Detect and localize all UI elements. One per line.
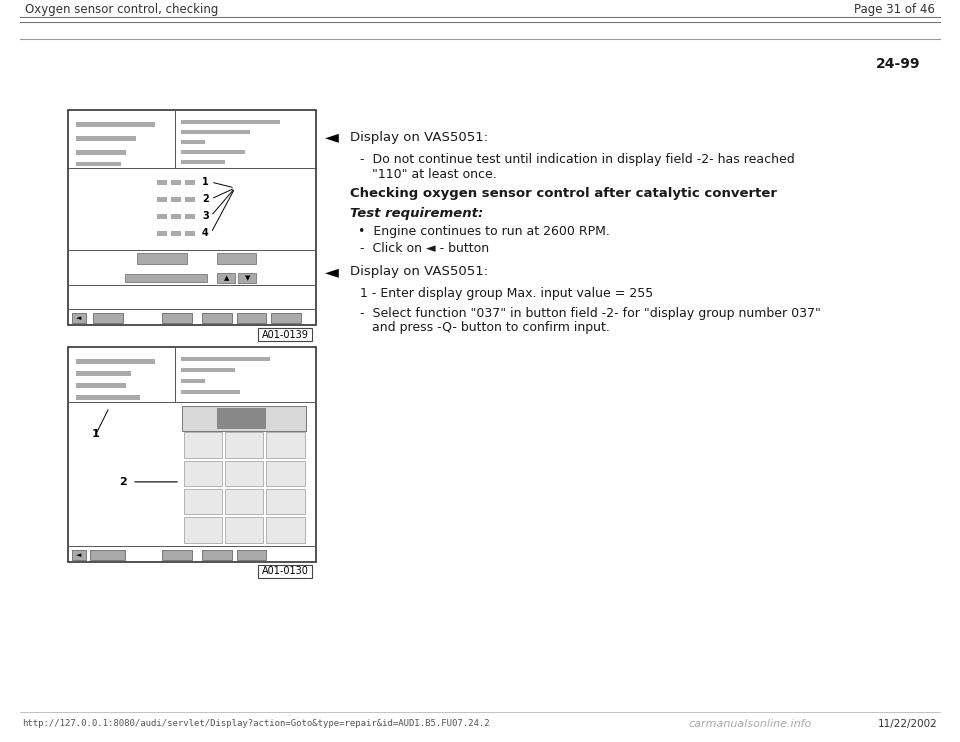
Bar	[266, 517, 304, 542]
Bar	[76, 395, 140, 400]
Text: 11/22/2002: 11/22/2002	[878, 719, 938, 729]
Bar	[76, 371, 131, 376]
Bar	[76, 122, 156, 127]
Bar	[183, 433, 222, 458]
Bar	[68, 110, 316, 325]
Bar	[266, 461, 304, 486]
Bar	[217, 273, 235, 283]
Bar	[180, 150, 245, 154]
Text: 1 - Enter display group Max. input value = 255: 1 - Enter display group Max. input value…	[360, 287, 653, 301]
Bar	[171, 197, 180, 202]
Bar	[185, 214, 195, 219]
Bar	[180, 130, 250, 134]
Bar	[162, 313, 192, 323]
Bar	[225, 489, 263, 514]
Bar	[185, 231, 195, 236]
Bar	[258, 565, 312, 578]
Text: "110" at least once.: "110" at least once.	[372, 168, 496, 180]
Bar	[76, 136, 135, 141]
Bar	[137, 253, 187, 264]
Text: Display on VAS5051:: Display on VAS5051:	[350, 131, 488, 143]
Text: Checking oxygen sensor control after catalytic converter: Checking oxygen sensor control after cat…	[350, 186, 777, 200]
Bar	[162, 550, 192, 560]
Bar	[72, 313, 86, 323]
Bar	[180, 160, 226, 164]
Text: 3: 3	[202, 211, 208, 221]
Bar	[157, 231, 167, 236]
Bar	[183, 517, 222, 542]
Text: 2: 2	[202, 194, 208, 204]
Text: A01-0130: A01-0130	[261, 566, 308, 577]
Text: 24-99: 24-99	[876, 57, 920, 71]
Text: A01-0139: A01-0139	[261, 329, 308, 340]
Bar	[76, 150, 126, 155]
Bar	[157, 180, 167, 185]
Bar	[217, 253, 256, 264]
Bar	[266, 433, 304, 458]
Text: Display on VAS5051:: Display on VAS5051:	[350, 266, 488, 278]
Text: ◄: ◄	[325, 128, 339, 146]
Bar	[225, 433, 263, 458]
Bar	[183, 489, 222, 514]
Bar	[182, 406, 306, 431]
Bar	[180, 120, 280, 124]
Bar	[180, 357, 270, 361]
Text: -  Do not continue test until indication in display field -2- has reached: - Do not continue test until indication …	[360, 154, 795, 166]
Bar	[171, 231, 180, 236]
Bar	[125, 274, 207, 282]
Bar	[225, 461, 263, 486]
Bar	[171, 214, 180, 219]
Text: ▲: ▲	[224, 275, 228, 281]
Bar	[180, 379, 205, 383]
Text: and press -Q- button to confirm input.: and press -Q- button to confirm input.	[372, 321, 610, 335]
Bar	[68, 347, 316, 562]
Text: 1: 1	[202, 177, 208, 187]
Bar	[180, 368, 235, 372]
Bar	[76, 359, 156, 364]
Text: -  Select function "037" in button field -2- for "display group number 037": - Select function "037" in button field …	[360, 307, 821, 321]
Text: carmanualsonline.info: carmanualsonline.info	[688, 719, 811, 729]
Bar	[90, 550, 125, 560]
Bar	[76, 383, 126, 388]
Text: ◄: ◄	[76, 552, 82, 558]
Bar	[180, 140, 205, 144]
Bar	[237, 550, 267, 560]
Bar	[258, 328, 312, 341]
Text: 2: 2	[119, 477, 127, 487]
Bar	[72, 550, 86, 560]
Bar	[157, 197, 167, 202]
Bar	[217, 408, 266, 429]
Text: 1: 1	[92, 429, 100, 439]
Bar	[225, 517, 263, 542]
Bar	[185, 180, 195, 185]
Bar	[202, 550, 231, 560]
Text: ◄: ◄	[76, 315, 82, 321]
Text: ▼: ▼	[245, 275, 250, 281]
Bar	[202, 313, 231, 323]
Bar	[180, 390, 240, 394]
Bar	[157, 214, 167, 219]
Bar	[185, 197, 195, 202]
Bar	[238, 273, 256, 283]
Text: •  Engine continues to run at 2600 RPM.: • Engine continues to run at 2600 RPM.	[358, 225, 610, 237]
Text: Page 31 of 46: Page 31 of 46	[854, 2, 935, 16]
Bar	[171, 180, 180, 185]
Bar	[237, 313, 267, 323]
Text: ◄: ◄	[325, 263, 339, 281]
Text: 4: 4	[202, 228, 208, 238]
Bar	[266, 489, 304, 514]
Bar	[76, 162, 121, 166]
Text: Oxygen sensor control, checking: Oxygen sensor control, checking	[25, 2, 218, 16]
Text: Test requirement:: Test requirement:	[350, 206, 483, 220]
Bar	[183, 461, 222, 486]
Text: -  Click on ◄ - button: - Click on ◄ - button	[360, 241, 490, 255]
Text: http://127.0.0.1:8080/audi/servlet/Display?action=Goto&type=repair&id=AUDI.B5.FU: http://127.0.0.1:8080/audi/servlet/Displ…	[22, 720, 490, 729]
Bar	[272, 313, 301, 323]
Bar	[93, 313, 123, 323]
